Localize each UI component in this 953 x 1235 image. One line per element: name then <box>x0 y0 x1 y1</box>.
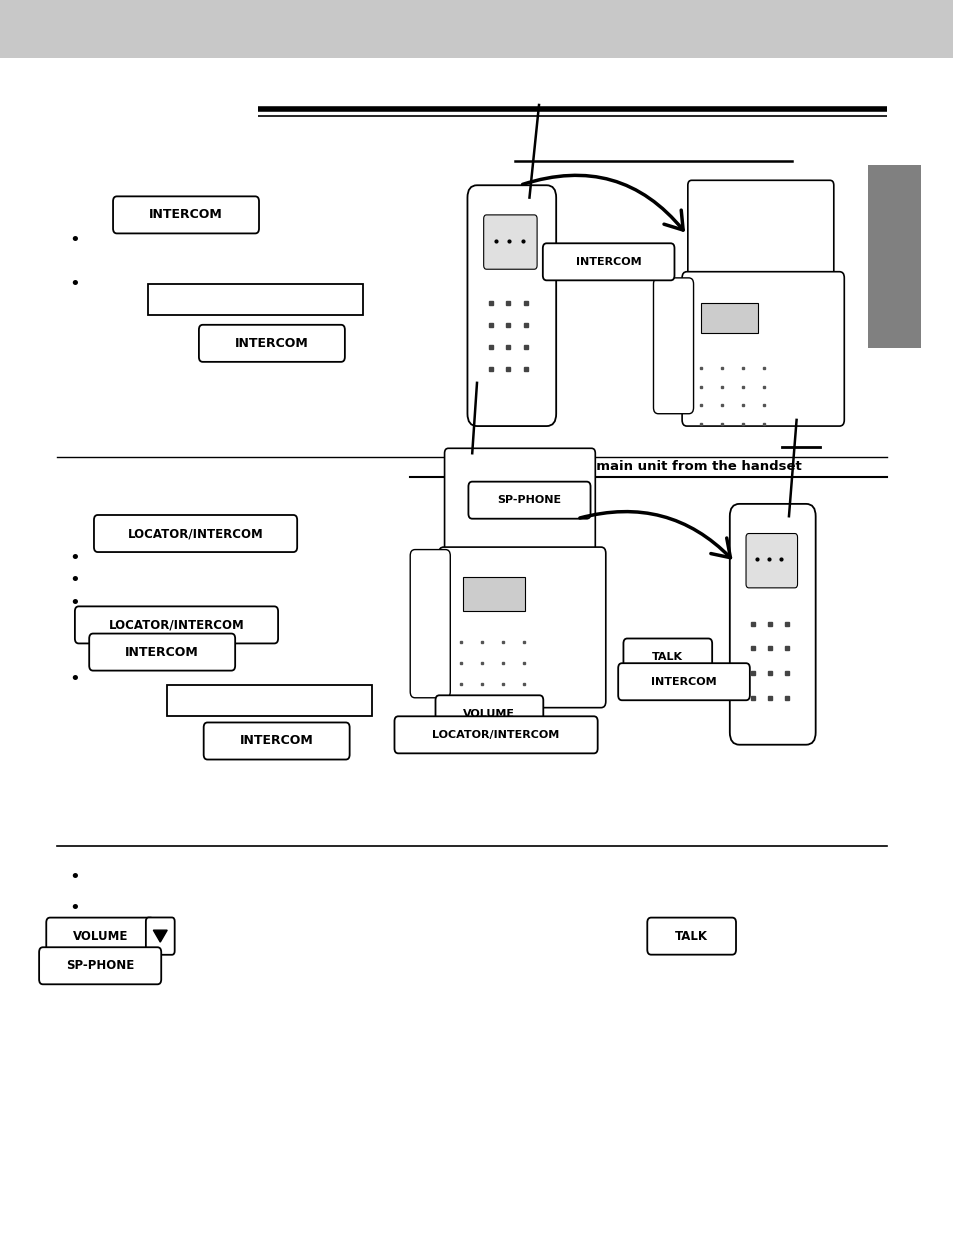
FancyBboxPatch shape <box>468 482 590 519</box>
FancyBboxPatch shape <box>681 272 843 426</box>
Text: LOCATOR/INTERCOM: LOCATOR/INTERCOM <box>128 527 263 540</box>
FancyBboxPatch shape <box>438 547 605 708</box>
FancyBboxPatch shape <box>47 918 153 955</box>
FancyBboxPatch shape <box>622 638 711 676</box>
Text: VOLUME: VOLUME <box>463 709 515 719</box>
Text: SP-PHONE: SP-PHONE <box>66 960 134 972</box>
Text: INTERCOM: INTERCOM <box>651 677 716 687</box>
Text: INTERCOM: INTERCOM <box>239 735 314 747</box>
Bar <box>167 685 372 716</box>
FancyBboxPatch shape <box>729 504 815 745</box>
Text: INTERCOM: INTERCOM <box>125 646 199 658</box>
Text: SP-PHONE: SP-PHONE <box>497 495 561 505</box>
FancyBboxPatch shape <box>483 215 537 269</box>
Polygon shape <box>153 930 167 942</box>
Text: •: • <box>70 594 80 611</box>
FancyBboxPatch shape <box>203 722 349 760</box>
FancyBboxPatch shape <box>410 550 450 698</box>
FancyBboxPatch shape <box>146 918 174 955</box>
Text: •: • <box>70 671 80 688</box>
Bar <box>462 577 524 611</box>
Text: LOCATOR/INTERCOM: LOCATOR/INTERCOM <box>432 730 559 740</box>
FancyBboxPatch shape <box>618 663 749 700</box>
Text: •: • <box>70 231 80 248</box>
Text: •: • <box>70 275 80 293</box>
Text: TALK: TALK <box>675 930 707 942</box>
FancyBboxPatch shape <box>198 325 344 362</box>
FancyBboxPatch shape <box>542 243 674 280</box>
FancyBboxPatch shape <box>687 180 833 289</box>
Text: •: • <box>70 927 80 945</box>
Text: •: • <box>70 957 80 974</box>
Bar <box>0 0 953 58</box>
Text: INTERCOM: INTERCOM <box>576 257 640 267</box>
Bar <box>148 284 362 315</box>
FancyBboxPatch shape <box>39 947 161 984</box>
FancyBboxPatch shape <box>93 515 296 552</box>
FancyBboxPatch shape <box>113 196 258 233</box>
FancyBboxPatch shape <box>745 534 797 588</box>
FancyBboxPatch shape <box>467 185 556 426</box>
Text: •: • <box>70 550 80 567</box>
Text: INTERCOM: INTERCOM <box>149 209 223 221</box>
FancyArrowPatch shape <box>522 175 682 230</box>
FancyBboxPatch shape <box>646 918 735 955</box>
Bar <box>700 303 758 333</box>
Text: INTERCOM: INTERCOM <box>234 337 309 350</box>
FancyBboxPatch shape <box>444 448 595 563</box>
Text: Paging the main unit from the handset: Paging the main unit from the handset <box>510 461 801 473</box>
Bar <box>867 165 920 348</box>
Text: LOCATOR/INTERCOM: LOCATOR/INTERCOM <box>109 619 244 631</box>
Text: VOLUME: VOLUME <box>72 930 128 942</box>
Text: •: • <box>70 572 80 589</box>
FancyBboxPatch shape <box>653 278 693 414</box>
FancyBboxPatch shape <box>90 634 234 671</box>
Text: •: • <box>70 868 80 885</box>
Text: TALK: TALK <box>652 652 682 662</box>
FancyBboxPatch shape <box>395 716 597 753</box>
FancyBboxPatch shape <box>435 695 543 732</box>
FancyArrowPatch shape <box>579 511 730 558</box>
Text: •: • <box>70 899 80 916</box>
FancyBboxPatch shape <box>75 606 278 643</box>
